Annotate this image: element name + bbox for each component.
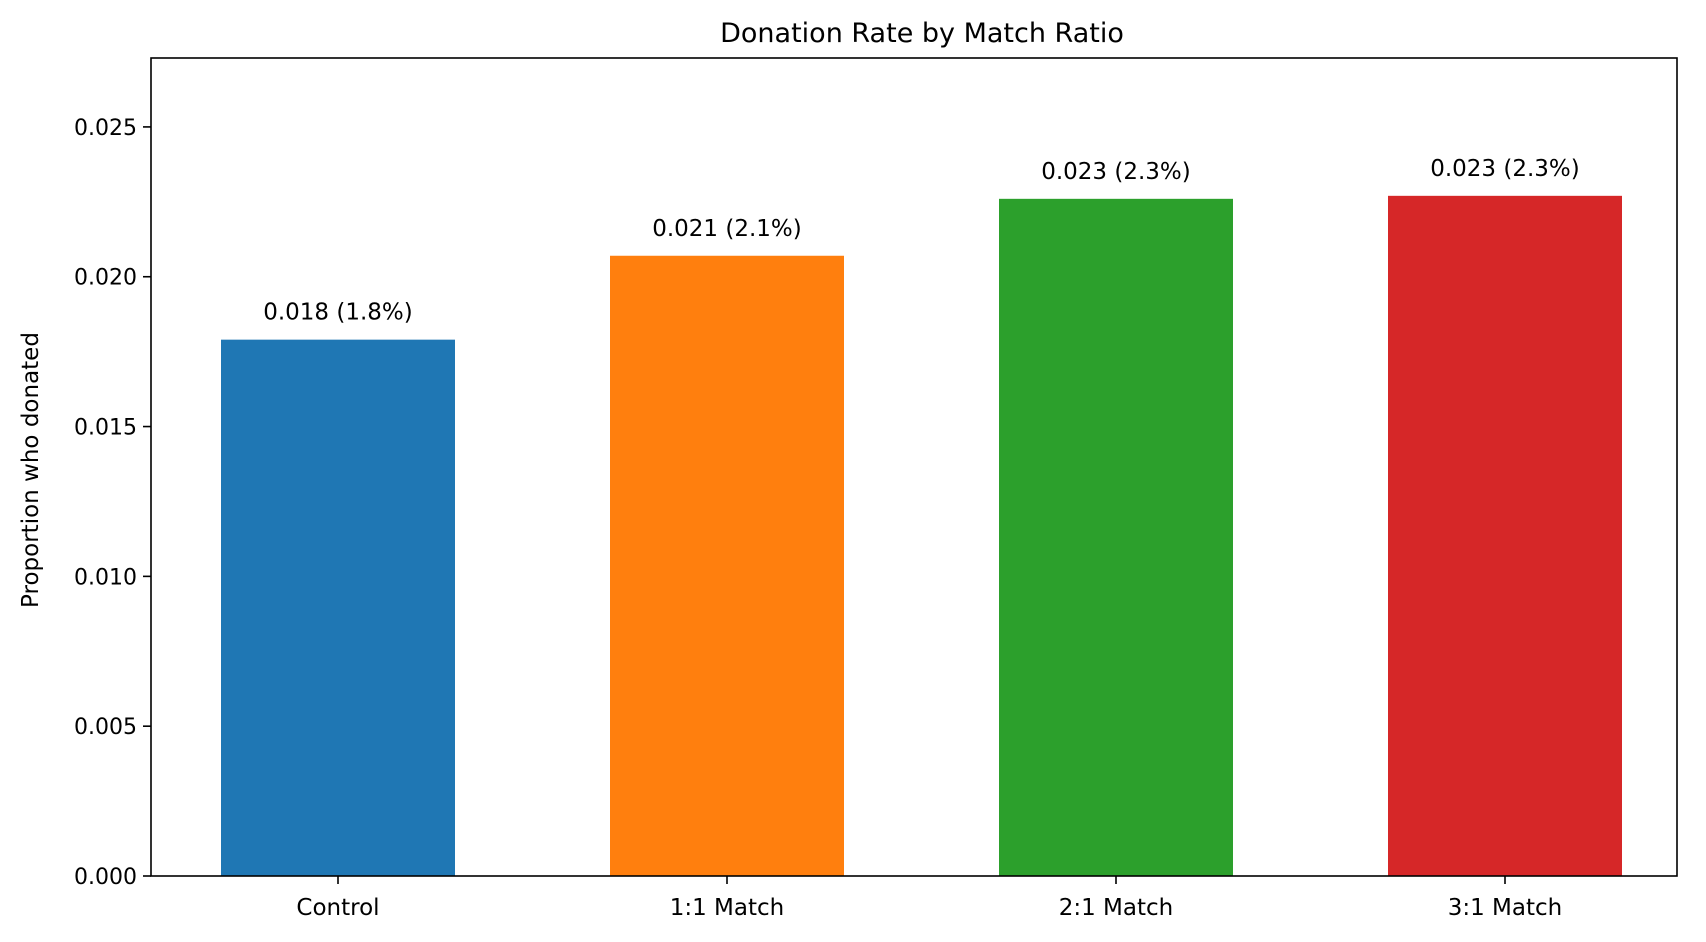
chart-title: Donation Rate by Match Ratio — [720, 18, 1124, 49]
bar-value-label: 0.018 (1.8%) — [263, 300, 413, 326]
plot-area: 0.000 0.005 0.010 0.015 0.020 0.025 0.018 (1.8… — [74, 116, 1622, 921]
y-axis-label: Proportion who donated — [18, 332, 44, 608]
y-tick-label: 0.000 — [74, 865, 137, 890]
y-tick-label: 0.015 — [74, 416, 137, 441]
x-tick-label: Control — [296, 895, 379, 921]
y-tick-label: 0.020 — [74, 266, 137, 291]
bar-1-1-match — [610, 255, 844, 876]
bar-2-1-match — [999, 198, 1233, 877]
bar-value-label: 0.023 (2.3%) — [1430, 156, 1580, 182]
bar-control — [221, 339, 455, 877]
bar-value-label: 0.023 (2.3%) — [1041, 159, 1191, 185]
x-tick-label: 3:1 Match — [1448, 895, 1563, 921]
y-tick-label: 0.010 — [74, 565, 137, 590]
y-tick-label: 0.005 — [74, 715, 137, 740]
y-tick-label: 0.025 — [74, 116, 137, 141]
plot-frame — [150, 57, 1678, 877]
bar-3-1-match — [1388, 195, 1622, 877]
bar-value-label: 0.021 (2.1%) — [652, 216, 802, 242]
x-tick-label: 2:1 Match — [1059, 895, 1174, 921]
x-tick-label: 1:1 Match — [670, 895, 785, 921]
